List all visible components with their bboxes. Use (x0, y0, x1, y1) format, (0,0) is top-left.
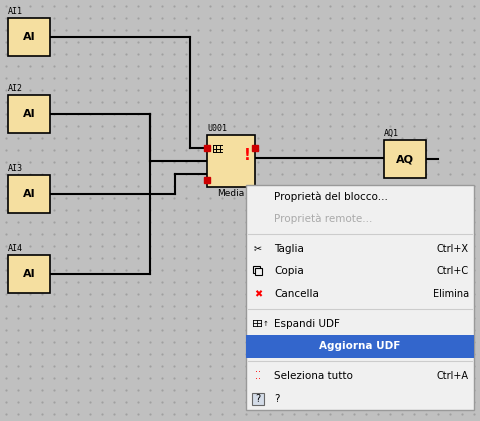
Bar (8, 95, 50, 133)
Text: AQ1: AQ1 (383, 129, 398, 138)
Text: AI2: AI2 (8, 84, 23, 93)
Bar (252, 145, 257, 151)
Text: Taglia: Taglia (274, 244, 303, 253)
Text: AQ: AQ (395, 154, 413, 164)
Text: AI1: AI1 (8, 7, 23, 16)
Text: Proprietà del blocco...: Proprietà del blocco... (274, 191, 387, 202)
Text: Elimina: Elimina (432, 289, 468, 299)
Text: AI3: AI3 (8, 164, 23, 173)
Bar (8, 175, 50, 213)
Bar (206, 135, 254, 187)
Bar (8, 255, 50, 293)
Text: Ctrl+X: Ctrl+X (436, 244, 468, 253)
Text: Ctrl+A: Ctrl+A (436, 371, 468, 381)
Text: Copia: Copia (274, 266, 303, 276)
Text: Proprietà remote...: Proprietà remote... (274, 214, 372, 224)
Text: Ctrl+C: Ctrl+C (436, 266, 468, 276)
Bar (252, 266, 260, 273)
Text: Seleziona tutto: Seleziona tutto (274, 371, 352, 381)
Text: ↑: ↑ (263, 321, 268, 327)
Bar (8, 18, 50, 56)
Text: AI4: AI4 (8, 244, 23, 253)
Bar (383, 140, 425, 178)
Text: Espandi UDF: Espandi UDF (274, 319, 339, 329)
Text: Cancella: Cancella (274, 289, 318, 299)
Text: Media: Media (217, 189, 244, 198)
Text: ✂: ✂ (253, 244, 262, 253)
Text: ⁚⁚: ⁚⁚ (254, 371, 261, 381)
Bar (252, 393, 264, 405)
Bar (254, 268, 262, 275)
Text: AI: AI (23, 32, 35, 42)
Text: ?: ? (274, 394, 279, 404)
Bar (245, 185, 473, 410)
Text: ✖: ✖ (253, 289, 262, 299)
Text: AI: AI (23, 269, 35, 279)
Text: ?: ? (255, 394, 260, 404)
Bar (204, 177, 210, 183)
Text: Aggiorna UDF: Aggiorna UDF (319, 341, 400, 352)
Text: U001: U001 (206, 124, 227, 133)
Bar (245, 335, 473, 358)
Text: AI: AI (23, 109, 35, 119)
Bar (204, 145, 210, 151)
Text: !: ! (243, 148, 250, 163)
Text: AI: AI (23, 189, 35, 199)
